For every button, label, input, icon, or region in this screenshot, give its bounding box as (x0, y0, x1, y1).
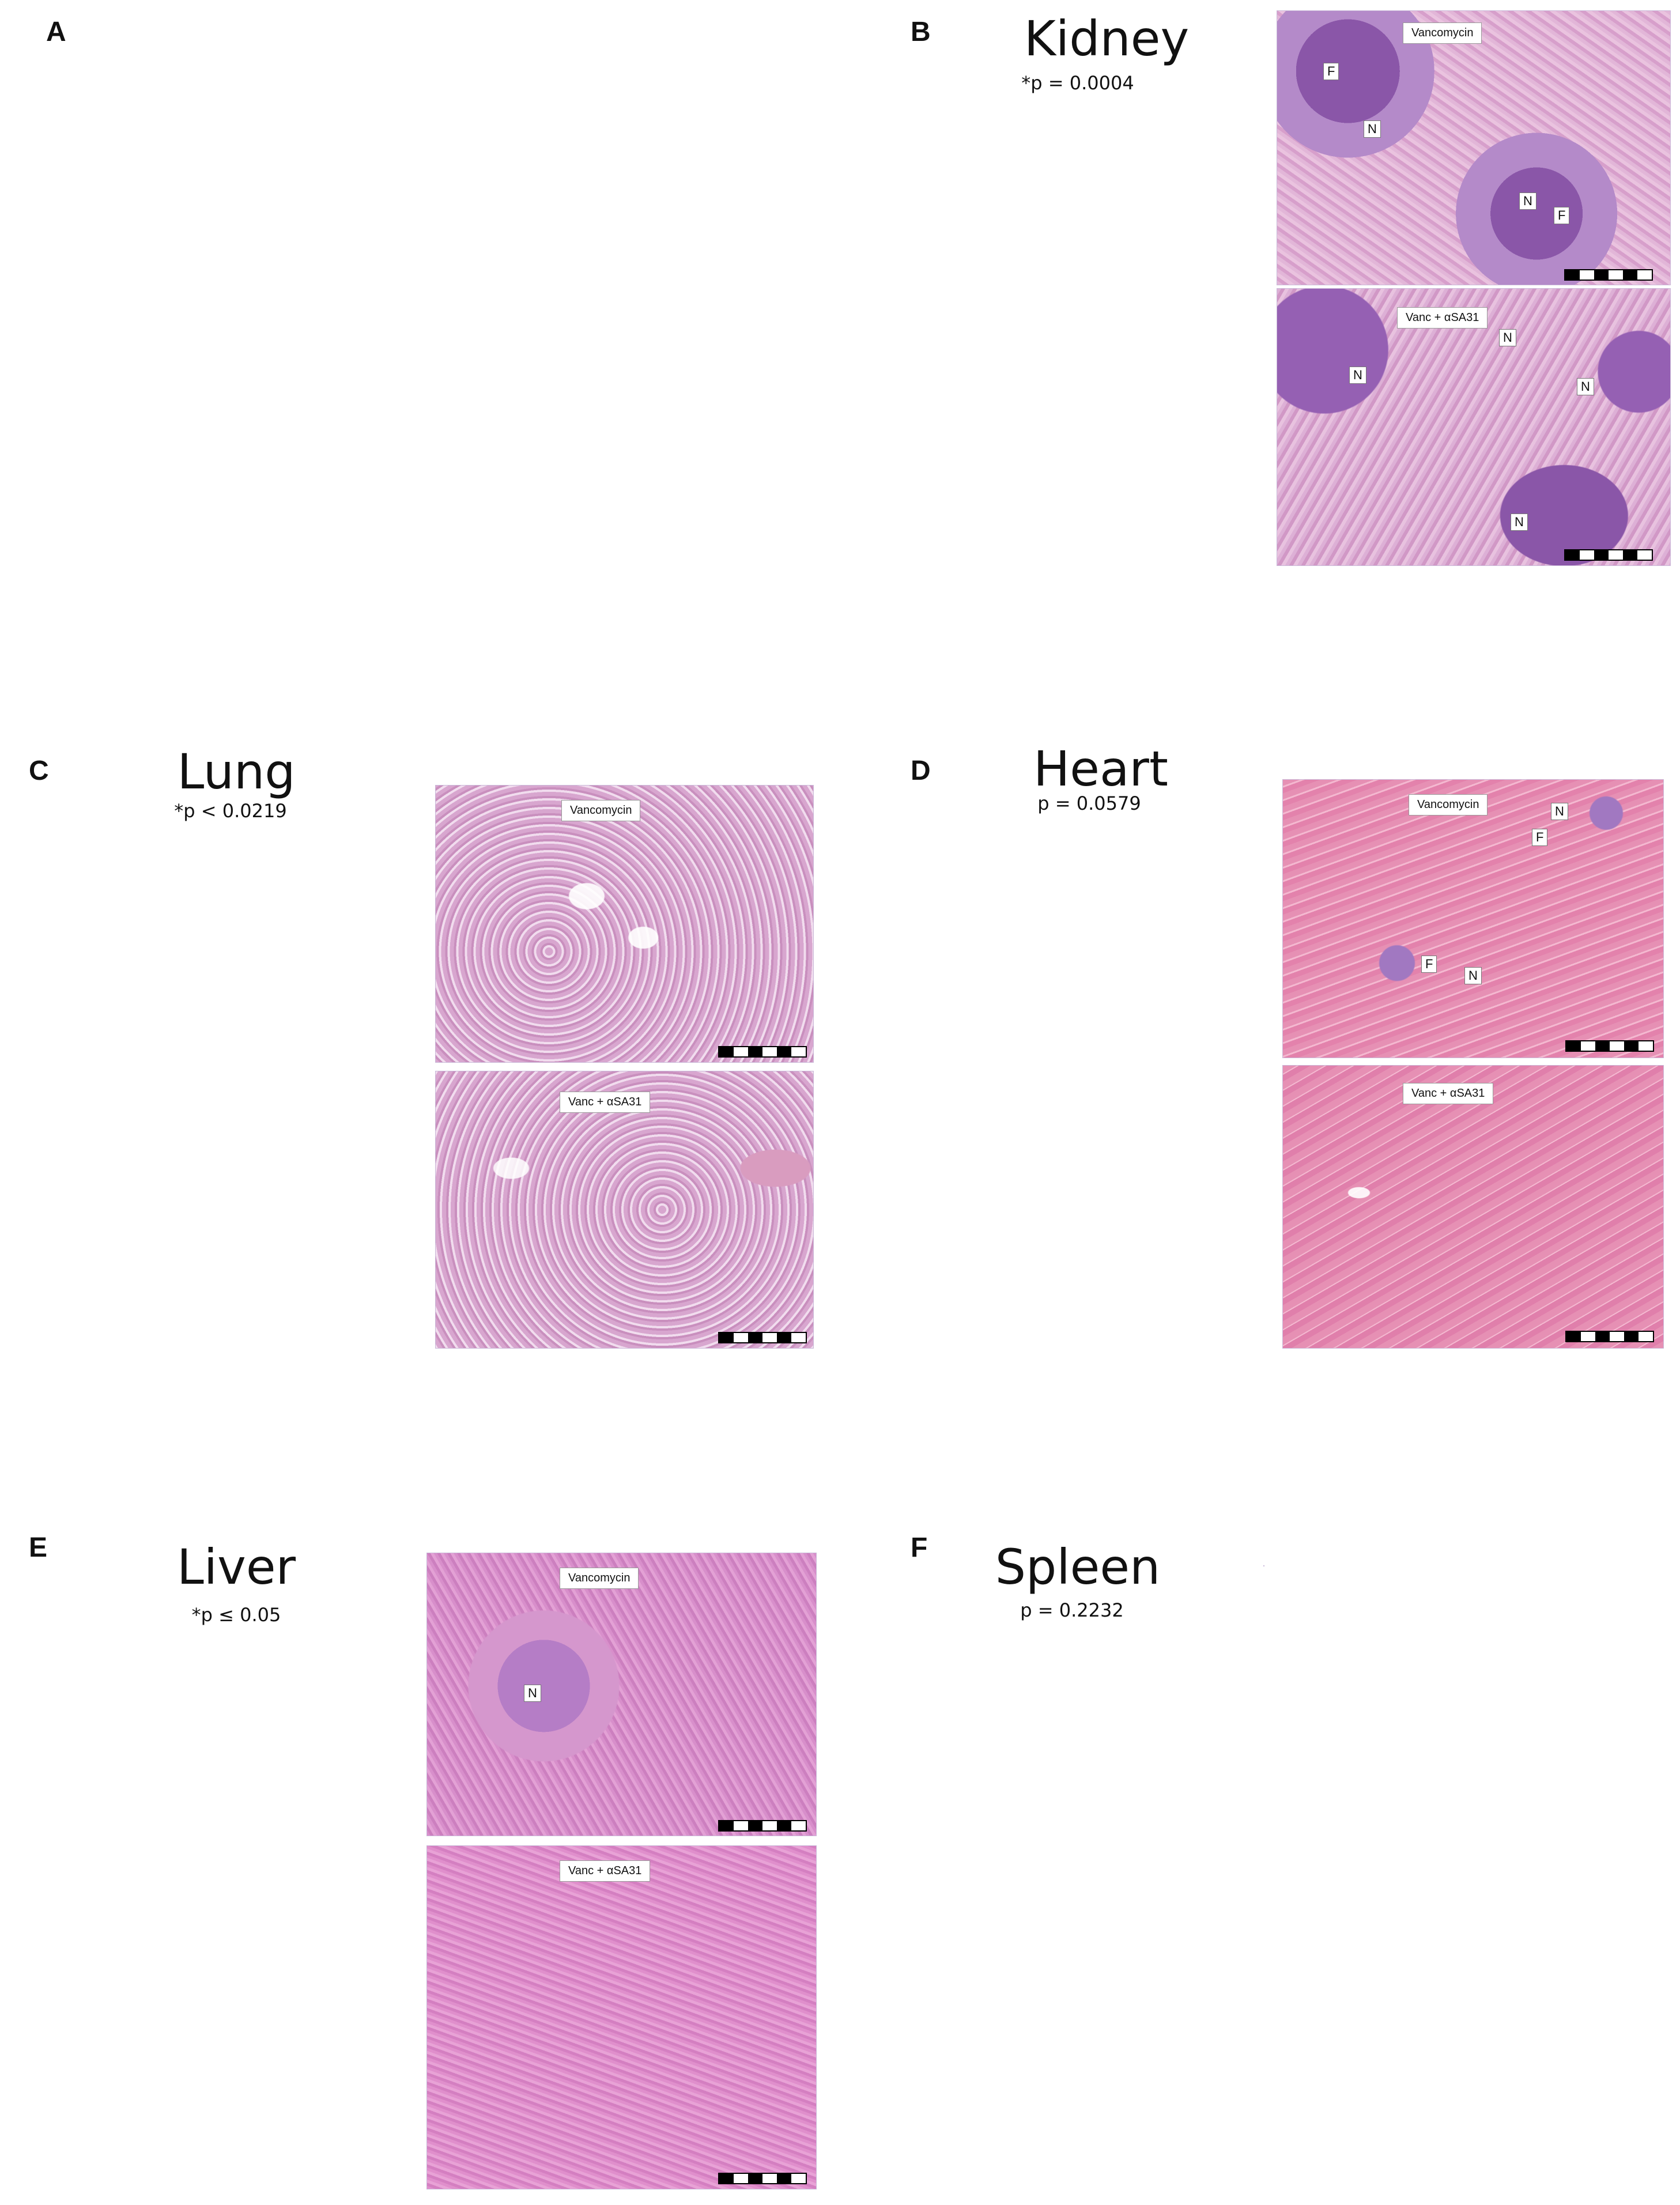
micro-label: Vanc + αSA31 (1397, 307, 1488, 329)
micrograph-kidney-vancomycin: Vancomycin F N N F (1277, 10, 1671, 285)
micrograph-liver-vancomycin: Vancomycin N (426, 1553, 817, 1836)
bar-chart-kidney (864, 12, 1222, 588)
marker-necrosis: N (1577, 378, 1594, 396)
micrograph-kidney-vanc-asa31: Vanc + αSA31 N N N N (1277, 288, 1671, 566)
organ-title-kidney: Kidney (1024, 10, 1190, 67)
micro-label: Vancomycin (561, 800, 641, 821)
pvalue-kidney: *p = 0.0004 (1021, 72, 1134, 94)
scale-bar (718, 1046, 807, 1058)
scale-bar (1565, 1040, 1654, 1052)
pvalue-spleen: p = 0.2232 (1020, 1599, 1124, 1621)
marker-necrosis: N (1349, 367, 1366, 384)
micro-label: Vanc + αSA31 (560, 1092, 651, 1113)
scale-bar (718, 1332, 807, 1343)
marker-necrosis: N (524, 1685, 541, 1702)
pvalue-heart: p = 0.0579 (1037, 792, 1141, 814)
micro-label: Vancomycin (1409, 794, 1488, 815)
marker-necrosis: N (1464, 967, 1482, 985)
organ-title-spleen: Spleen (995, 1539, 1161, 1595)
micrograph-heart-vancomycin: Vancomycin N F F N (1282, 779, 1664, 1058)
panel-letter-e: E (29, 1532, 48, 1563)
scale-bar (718, 2173, 807, 2184)
marker-focus: F (1532, 829, 1548, 847)
micrograph-spleen-vancomycin (1263, 1565, 1264, 1566)
marker-necrosis: N (1511, 514, 1528, 531)
pvalue-lung: *p < 0.0219 (174, 800, 287, 822)
organ-title-heart: Heart (1033, 741, 1168, 797)
scale-bar (718, 1820, 807, 1832)
organ-title-liver: Liver (176, 1539, 296, 1595)
panel-letter-b: B (911, 17, 931, 47)
marker-focus: F (1323, 63, 1339, 81)
scale-bar (1564, 269, 1653, 281)
panel-letter-f: F (911, 1532, 928, 1563)
micro-label: Vanc + αSA31 (560, 1860, 651, 1882)
micrograph-liver-vanc-asa31: Vanc + αSA31 (426, 1845, 817, 2189)
organ-title-lung: Lung (177, 743, 296, 800)
panel-letter-d: D (911, 756, 931, 786)
marker-necrosis: N (1519, 192, 1536, 210)
bar-chart-liver (0, 1533, 403, 2196)
scale-bar (1565, 1331, 1654, 1342)
marker-necrosis: N (1499, 329, 1516, 347)
micrograph-heart-vanc-asa31: Vanc + αSA31 (1282, 1065, 1664, 1349)
scale-bar (1564, 549, 1653, 561)
marker-necrosis: N (1364, 120, 1381, 138)
survival-chart (35, 12, 859, 565)
pvalue-liver: *p ≤ 0.05 (191, 1604, 281, 1626)
micrograph-lung-vancomycin: Vancomycin (435, 785, 814, 1063)
bar-chart-heart (864, 749, 1222, 1354)
panel-letter-c: C (29, 756, 49, 786)
micro-label: Vanc + αSA31 (1403, 1083, 1494, 1104)
micrograph-lung-vanc-asa31: Vanc + αSA31 (435, 1071, 814, 1349)
micro-label: Vancomycin (560, 1568, 639, 1589)
micro-label: Vancomycin (1403, 22, 1482, 44)
marker-necrosis: N (1551, 803, 1568, 821)
marker-focus: F (1554, 207, 1570, 225)
marker-focus: F (1421, 956, 1437, 973)
panel-letter-a: A (46, 17, 66, 47)
bar-chart-lung (0, 749, 403, 1383)
bar-chart-spleen (864, 1533, 1222, 2196)
